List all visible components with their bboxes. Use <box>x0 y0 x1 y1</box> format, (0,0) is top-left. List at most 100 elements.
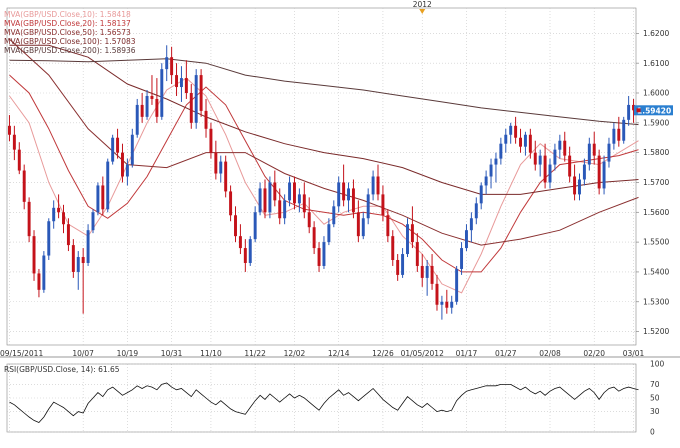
candle-down <box>435 283 439 305</box>
candle-up <box>622 119 626 141</box>
candle-down <box>528 134 532 153</box>
last-price-box <box>634 105 673 116</box>
candle-up <box>474 203 478 219</box>
price-tick-label: 1.5400 <box>643 268 669 277</box>
candle-up <box>288 182 292 201</box>
candle-up <box>494 158 498 165</box>
candle-down <box>224 161 228 192</box>
candle-up <box>145 95 149 117</box>
candle-down <box>420 265 424 278</box>
candle-down <box>101 185 105 210</box>
time-tick-label: 12/02 <box>284 349 306 358</box>
rsi-tick-label: 70 <box>650 380 660 389</box>
legend-entry: MVA(GBP/USD.Close,200): 1.58936 <box>4 46 136 55</box>
time-tick-label: 02/08 <box>539 349 561 358</box>
candle-up <box>440 301 444 305</box>
candle-down <box>317 248 321 266</box>
candle-up <box>607 143 611 162</box>
candle-up <box>602 161 606 189</box>
candle-down <box>376 176 380 195</box>
candle-down <box>27 201 31 237</box>
rsi-panel: 100 70 50 30 0 RSI(GBP/USD.Close, 14): 61.65 <box>0 356 680 437</box>
rsi-tick-label: 100 <box>650 360 665 369</box>
time-tick-label: 10/19 <box>117 349 139 358</box>
candle-down <box>617 128 621 141</box>
time-tick-label: 12/14 <box>328 349 350 358</box>
time-tick-label: 09/15/2011 <box>0 349 43 358</box>
candle-down <box>430 265 434 284</box>
time-tick-label: 10/31 <box>161 349 183 358</box>
candle-up <box>548 164 552 183</box>
candle-down <box>7 125 11 135</box>
candle-up <box>504 134 508 144</box>
rsi-tick-label: 50 <box>650 394 660 403</box>
candle-up <box>499 143 503 159</box>
candle-down <box>214 152 218 174</box>
price-tick-label: 1.6000 <box>643 89 669 98</box>
last-price-marker <box>636 108 641 113</box>
candle-up <box>460 248 464 269</box>
candle-up <box>76 257 80 272</box>
candle-up <box>111 137 115 162</box>
candle-down <box>533 152 537 165</box>
candle-up <box>509 125 513 135</box>
candle-up <box>165 57 169 70</box>
ma-line-ma10 <box>9 77 639 294</box>
candle-down <box>57 207 61 213</box>
candle-up <box>523 134 527 147</box>
candle-up <box>268 182 272 213</box>
candle-up <box>248 239 252 263</box>
candle-up <box>106 161 110 210</box>
ma-legend: MVA(GBP/USD.Close,10): 1.58418MVA(GBP/US… <box>4 10 136 55</box>
candle-down <box>62 212 65 225</box>
candle-up <box>578 179 581 195</box>
candle-up <box>425 265 429 278</box>
candle-down <box>71 245 75 272</box>
rsi-title: RSI(GBP/USD.Close, 14): 61.65 <box>4 365 120 374</box>
candle-up <box>135 104 139 135</box>
rsi-tick-label: 0 <box>650 428 655 437</box>
time-tick-label: 01/17 <box>456 349 478 358</box>
candle-down <box>12 134 16 150</box>
price-tick-label: 1.5600 <box>643 208 669 217</box>
candle-down <box>381 194 385 216</box>
candle-down <box>170 57 174 76</box>
candle-up <box>91 212 95 231</box>
legend-entry: MVA(GBP/USD.Close,100): 1.57083 <box>4 37 136 46</box>
candle-down <box>37 273 41 290</box>
candle-up <box>484 176 488 186</box>
candle-down <box>243 248 247 263</box>
time-tick-label: 10/07 <box>72 349 94 358</box>
year-marker-icon <box>419 9 426 14</box>
candle-up <box>627 104 631 120</box>
candle-up <box>469 218 473 231</box>
candle-up <box>125 164 129 177</box>
candle-up <box>464 230 468 249</box>
candle-up <box>258 188 262 213</box>
moving-average-lines <box>9 38 639 294</box>
candle-up <box>489 164 493 177</box>
candle-down <box>238 236 242 249</box>
candle-down <box>514 125 518 138</box>
candle-up <box>130 134 134 165</box>
time-tick-label: 03/01 <box>623 349 645 358</box>
candle-down <box>445 301 449 308</box>
candle-up <box>479 185 483 204</box>
legend-entry: MVA(GBP/USD.Close,50): 1.56573 <box>4 28 131 37</box>
candle-up <box>194 75 198 123</box>
time-tick-label: 01/27 <box>495 349 517 358</box>
price-tick-label: 1.6100 <box>643 59 669 68</box>
candle-up <box>179 78 183 88</box>
candle-down <box>22 170 26 202</box>
candle-down <box>229 191 233 216</box>
legend-entry: MVA(GBP/USD.Close,20): 1.58137 <box>4 19 131 28</box>
candle-down <box>150 95 154 99</box>
candle-up <box>42 255 46 290</box>
candle-down <box>543 155 547 183</box>
rsi-tick-label: 30 <box>650 407 660 416</box>
candle-down <box>175 75 179 88</box>
candle-down <box>66 224 70 246</box>
price-panel-frame <box>6 7 637 346</box>
candle-down <box>356 212 360 237</box>
